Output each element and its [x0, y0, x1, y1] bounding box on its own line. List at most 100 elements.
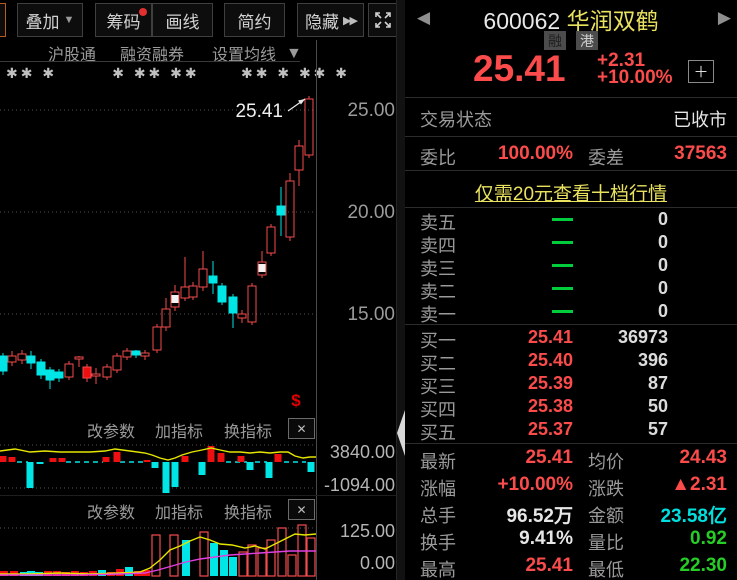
macd-bar-down — [307, 462, 315, 472]
ma-line — [0, 533, 316, 575]
bid-ask-divider — [405, 324, 737, 325]
expand-arrows-icon — [374, 12, 391, 28]
stock-code: 600062 — [483, 8, 561, 34]
indicator-panel-chart[interactable] — [0, 441, 316, 494]
bid-row-3[interactable]: 买三 25.39 87 — [405, 373, 737, 397]
next-stock-arrow-icon[interactable]: ▶ — [717, 8, 731, 27]
panel2-add-indicator[interactable]: 加指标 — [155, 505, 204, 522]
axis-tick-20: 20.00 — [347, 202, 395, 223]
candle-body — [91, 373, 101, 377]
fullscreen-button[interactable] — [368, 3, 397, 37]
volume-bar-up — [151, 534, 161, 577]
divider — [405, 97, 737, 98]
candle-body — [247, 285, 257, 323]
bid-label: 买二 — [420, 354, 456, 374]
stat-value: 24.43 — [679, 447, 727, 468]
macd-bar-down — [246, 462, 254, 470]
weicha-label: 委差 — [588, 148, 624, 168]
ask-row-4[interactable]: 卖四 0 — [405, 232, 737, 256]
divider — [405, 170, 737, 171]
price-annotation: 25.41 — [235, 101, 283, 122]
candlestick-chart[interactable]: 25.41 $ — [0, 85, 316, 410]
panel1-add-indicator[interactable]: 加指标 — [155, 424, 204, 441]
stat-label: 均价 — [588, 452, 624, 472]
chips-button-label: 筹码 — [106, 12, 141, 32]
stats-row: 换手 9.41% 量比 0.92 — [405, 528, 737, 555]
panel1-switch-indicator[interactable]: 换指标 — [224, 424, 273, 441]
trade-status-label: 交易状态 — [420, 110, 492, 130]
add-to-watchlist-button[interactable]: ＋ — [688, 60, 714, 83]
candle-body — [228, 296, 238, 314]
ask-row-5[interactable]: 卖五 0 — [405, 209, 737, 233]
panel2-tick-low: 0.00 — [359, 553, 395, 573]
tab-margin-trading[interactable]: 融资融券 — [120, 47, 185, 64]
masked-ma-values: ✱✱ ✱ ✱ ✱✱ ✱✱ ✱✱ ✱ ✱✱ ✱ — [6, 65, 351, 81]
panel-splitter[interactable] — [396, 0, 406, 580]
panel2-change-params[interactable]: 改参数 — [87, 505, 136, 522]
stat-value: 96.52万 — [506, 506, 573, 527]
candle-body — [152, 326, 162, 351]
simple-mode-button[interactable]: 简约 — [224, 3, 285, 37]
bid-price: 25.39 — [527, 373, 573, 393]
volume-bar-up — [266, 539, 276, 577]
candle-body — [285, 180, 295, 238]
stat-value: +10.00% — [497, 474, 573, 495]
ask-row-2[interactable]: 卖二 0 — [405, 278, 737, 302]
candle-body — [170, 291, 180, 308]
candle-body — [266, 226, 276, 254]
change-amount: +2.31 — [597, 50, 646, 71]
bid-volume: 50 — [647, 396, 668, 416]
bid-volume: 36973 — [617, 327, 668, 347]
hide-button[interactable]: 隐藏 ▶▶ — [297, 3, 364, 37]
stat-label: 最高 — [420, 560, 456, 580]
draw-line-button[interactable]: 画线 — [152, 3, 213, 37]
margin-badge: 融 — [544, 31, 566, 50]
level2-promo-link[interactable]: 仅需20元查看十档行情 — [474, 184, 668, 205]
bid-row-2[interactable]: 买二 25.40 396 — [405, 350, 737, 374]
macd-bar-down — [198, 462, 206, 475]
stat-value: 25.41 — [525, 555, 573, 576]
bid-row-1[interactable]: 买一 25.41 36973 — [405, 327, 737, 351]
macd-bar-down — [36, 462, 44, 464]
badge-row: 融 港 — [405, 31, 737, 50]
bid-price: 25.40 — [527, 350, 573, 370]
stock-title: 600062 华润双鹤 — [405, 2, 737, 36]
money-marker: $ — [291, 391, 301, 410]
bid-label: 买五 — [420, 423, 456, 443]
tab-set-ma[interactable]: 设置均线 — [212, 47, 277, 64]
price-axis-line — [316, 40, 317, 580]
stat-label: 涨幅 — [420, 479, 456, 499]
bid-row-5[interactable]: 买五 25.37 57 — [405, 419, 737, 443]
candle-body — [257, 261, 267, 276]
stats-row: 最新 25.41 均价 24.43 — [405, 447, 737, 474]
ask-row-1[interactable]: 卖一 0 — [405, 301, 737, 325]
chips-button[interactable]: 筹码 — [95, 3, 152, 37]
panel1-change-params[interactable]: 改参数 — [87, 424, 136, 441]
bid-row-4[interactable]: 买四 25.38 50 — [405, 396, 737, 420]
overlay-button[interactable]: 叠加 ▼ — [17, 3, 83, 37]
prev-stock-arrow-icon[interactable]: ◀ — [417, 8, 431, 27]
volume-bar-down — [229, 557, 237, 576]
panel2-close-button[interactable]: ✕ — [288, 499, 315, 520]
candle-body — [122, 350, 132, 358]
candle-body — [64, 363, 74, 378]
panel1-close-button[interactable]: ✕ — [288, 418, 315, 439]
edge-partial-button[interactable] — [0, 3, 6, 37]
ask-label: 卖五 — [420, 213, 456, 233]
collapse-handle-icon[interactable] — [397, 410, 405, 456]
price-change: +2.31 +10.00% — [597, 50, 673, 87]
macd-bar-up — [113, 452, 121, 462]
macd-bar-up — [181, 456, 189, 462]
volume-bar-down — [220, 550, 228, 576]
macd-bar-up — [274, 454, 282, 462]
volume-panel-chart[interactable] — [0, 520, 316, 580]
ask-volume: 0 — [657, 255, 668, 275]
bid-label: 买一 — [420, 331, 456, 351]
ask-row-3[interactable]: 卖三 0 — [405, 255, 737, 279]
candle-body — [188, 285, 198, 298]
caret-down-icon[interactable]: ▼ — [286, 45, 302, 62]
candle-body — [140, 352, 150, 357]
tab-hugutong[interactable]: 沪股通 — [48, 47, 97, 64]
panel2-switch-indicator[interactable]: 换指标 — [224, 505, 273, 522]
stat-value: 23.58亿 — [660, 506, 727, 527]
